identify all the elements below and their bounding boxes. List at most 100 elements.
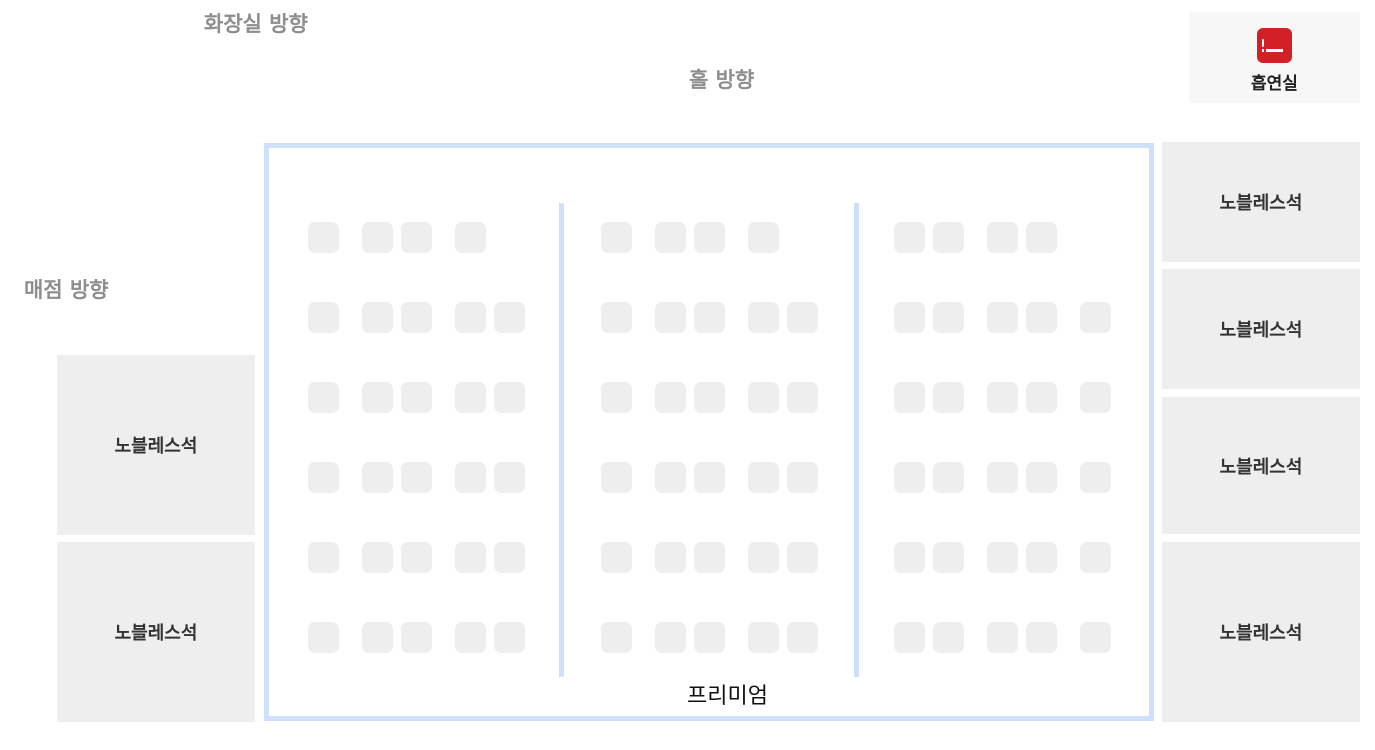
premium-seat[interactable]: [787, 382, 818, 413]
premium-seat[interactable]: [455, 462, 486, 493]
premium-seat[interactable]: [694, 542, 725, 573]
premium-seat[interactable]: [894, 462, 925, 493]
premium-seat[interactable]: [894, 382, 925, 413]
premium-seat[interactable]: [401, 542, 432, 573]
premium-seat[interactable]: [987, 382, 1018, 413]
premium-seat[interactable]: [401, 222, 432, 253]
hall-direction-label: 홀 방향: [689, 68, 755, 92]
premium-seat[interactable]: [308, 382, 339, 413]
premium-seat[interactable]: [655, 462, 686, 493]
premium-seat[interactable]: [1080, 462, 1111, 493]
premium-seat[interactable]: [933, 622, 964, 653]
premium-seat[interactable]: [987, 622, 1018, 653]
premium-seat[interactable]: [308, 622, 339, 653]
premium-seat[interactable]: [1026, 542, 1057, 573]
smoking-room-label: 흡연실: [1251, 74, 1298, 94]
premium-seat[interactable]: [933, 302, 964, 333]
premium-seat[interactable]: [401, 622, 432, 653]
premium-seat[interactable]: [694, 462, 725, 493]
premium-seat[interactable]: [894, 302, 925, 333]
premium-seat[interactable]: [308, 302, 339, 333]
premium-seat[interactable]: [894, 542, 925, 573]
premium-seat[interactable]: [987, 462, 1018, 493]
premium-seat[interactable]: [401, 382, 432, 413]
premium-seat[interactable]: [748, 302, 779, 333]
store-direction-label: 매점 방향: [24, 278, 109, 302]
premium-seat[interactable]: [748, 622, 779, 653]
premium-seat[interactable]: [894, 222, 925, 253]
premium-seat[interactable]: [748, 222, 779, 253]
premium-seat[interactable]: [308, 542, 339, 573]
premium-seat[interactable]: [308, 222, 339, 253]
premium-seat[interactable]: [401, 302, 432, 333]
premium-seat[interactable]: [933, 382, 964, 413]
premium-seat[interactable]: [787, 462, 818, 493]
premium-seat[interactable]: [655, 302, 686, 333]
premium-seat[interactable]: [748, 462, 779, 493]
premium-seat[interactable]: [987, 302, 1018, 333]
premium-seat[interactable]: [362, 302, 393, 333]
premium-seat[interactable]: [1026, 622, 1057, 653]
noble-seat-right-4[interactable]: 노블레스석: [1162, 542, 1360, 722]
premium-seat[interactable]: [1080, 542, 1111, 573]
premium-seat[interactable]: [455, 222, 486, 253]
premium-seat[interactable]: [694, 302, 725, 333]
noble-seat-label: 노블레스석: [114, 436, 198, 457]
premium-seat[interactable]: [1080, 302, 1111, 333]
premium-seat[interactable]: [787, 302, 818, 333]
premium-seat[interactable]: [494, 622, 525, 653]
premium-seat[interactable]: [494, 462, 525, 493]
premium-seat[interactable]: [933, 222, 964, 253]
premium-seat[interactable]: [455, 542, 486, 573]
premium-seat[interactable]: [601, 542, 632, 573]
premium-seat[interactable]: [894, 622, 925, 653]
premium-seat[interactable]: [1080, 382, 1111, 413]
cigarette-icon: [1257, 28, 1292, 63]
premium-seat[interactable]: [362, 542, 393, 573]
premium-area-label: 프리미엄: [687, 684, 768, 709]
premium-seat[interactable]: [748, 382, 779, 413]
noble-seat-left-1[interactable]: 노블레스석: [57, 355, 255, 535]
premium-seat[interactable]: [694, 222, 725, 253]
premium-seat[interactable]: [1026, 462, 1057, 493]
noble-seat-left-2[interactable]: 노블레스석: [57, 542, 255, 722]
premium-seat[interactable]: [1026, 222, 1057, 253]
premium-seat[interactable]: [933, 462, 964, 493]
premium-seat[interactable]: [1080, 622, 1111, 653]
premium-seat[interactable]: [694, 622, 725, 653]
premium-seat[interactable]: [933, 542, 964, 573]
premium-seat[interactable]: [601, 222, 632, 253]
premium-seat[interactable]: [362, 222, 393, 253]
premium-seat[interactable]: [362, 622, 393, 653]
premium-seat[interactable]: [494, 382, 525, 413]
noble-seat-right-3[interactable]: 노블레스석: [1162, 397, 1360, 534]
premium-seat[interactable]: [455, 382, 486, 413]
premium-seat[interactable]: [787, 542, 818, 573]
premium-seat[interactable]: [601, 622, 632, 653]
premium-seat[interactable]: [401, 462, 432, 493]
premium-seat[interactable]: [655, 222, 686, 253]
premium-seat[interactable]: [601, 382, 632, 413]
smoking-room[interactable]: 흡연실: [1189, 12, 1360, 103]
premium-seat[interactable]: [362, 382, 393, 413]
premium-seat[interactable]: [601, 462, 632, 493]
noble-seat-right-1[interactable]: 노블레스석: [1162, 142, 1360, 262]
premium-seat[interactable]: [655, 622, 686, 653]
premium-seat[interactable]: [655, 542, 686, 573]
premium-seat[interactable]: [455, 622, 486, 653]
premium-seat[interactable]: [1026, 382, 1057, 413]
premium-seat[interactable]: [694, 382, 725, 413]
noble-seat-right-2[interactable]: 노블레스석: [1162, 269, 1360, 389]
premium-seat[interactable]: [494, 542, 525, 573]
premium-seat[interactable]: [494, 302, 525, 333]
premium-seat[interactable]: [1026, 302, 1057, 333]
premium-seat[interactable]: [455, 302, 486, 333]
premium-seat[interactable]: [655, 382, 686, 413]
premium-seat[interactable]: [987, 222, 1018, 253]
premium-seat[interactable]: [362, 462, 393, 493]
premium-seat[interactable]: [601, 302, 632, 333]
premium-seat[interactable]: [787, 622, 818, 653]
premium-seat[interactable]: [308, 462, 339, 493]
premium-seat[interactable]: [987, 542, 1018, 573]
premium-seat[interactable]: [748, 542, 779, 573]
